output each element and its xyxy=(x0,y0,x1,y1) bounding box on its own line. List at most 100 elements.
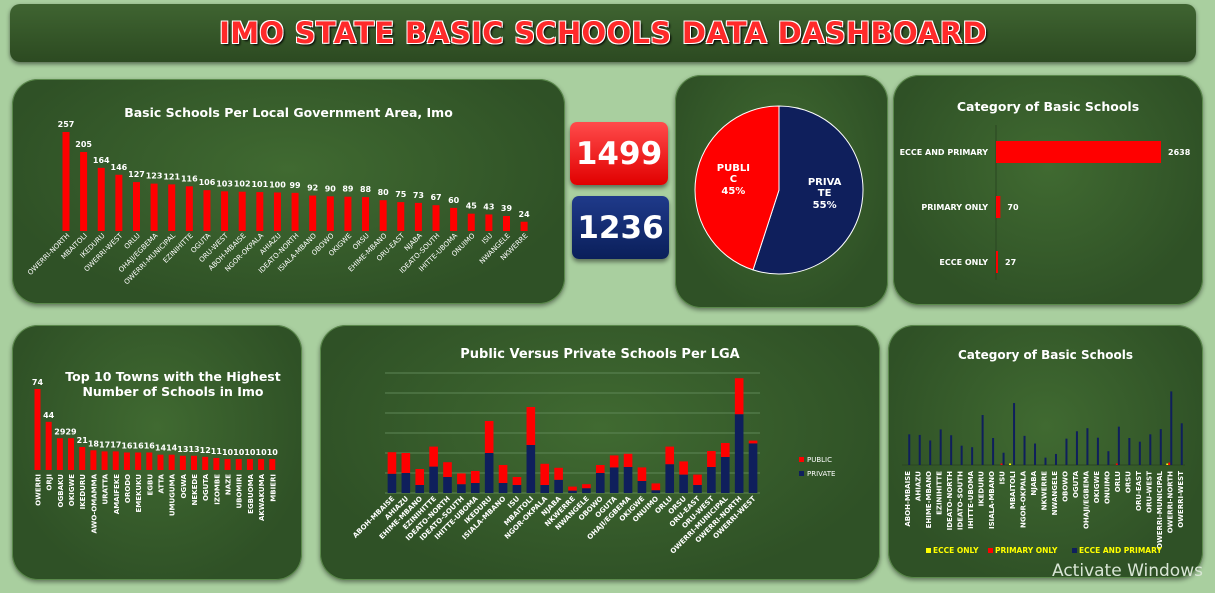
town-category-label: URATTA xyxy=(102,473,110,504)
category-chart-panel: Category of Basic Schools ECCE AND PRIMA… xyxy=(893,75,1203,305)
lga-bar xyxy=(450,207,458,231)
lga-bar-value: 89 xyxy=(342,185,354,194)
lga-bar-value: 121 xyxy=(163,172,180,181)
lga-category-label: IDEATO-NORTH xyxy=(946,471,954,530)
lga-bar-value: 101 xyxy=(251,180,268,189)
pie-slice-label: TE xyxy=(818,188,832,199)
town-bar xyxy=(45,421,52,470)
dashboard-banner: IMO STATE BASIC SCHOOLS DATA DASHBOARD xyxy=(10,4,1196,62)
lga-category-label: ORSU xyxy=(1124,471,1132,493)
lga-bar-value: 103 xyxy=(216,179,233,188)
town-bar xyxy=(246,459,253,470)
lga-category-label: OGUTA xyxy=(1072,470,1080,498)
town-category-label: ATTA xyxy=(157,473,165,493)
category-lga-bar xyxy=(1138,441,1141,465)
private-bar-segment xyxy=(512,485,522,493)
private-bar-segment xyxy=(637,481,647,493)
town-category-label: AMAIFEKE xyxy=(113,474,121,514)
lga-category-label: ISU xyxy=(999,471,1007,485)
public-bar-segment xyxy=(693,474,702,485)
public-bar-segment xyxy=(554,467,563,480)
public-bar-segment xyxy=(526,407,536,445)
lga-bar-value: 164 xyxy=(93,156,110,165)
lga-bar xyxy=(414,202,422,231)
category-lga-bar xyxy=(1013,403,1016,465)
lga-bar-value: 106 xyxy=(199,178,216,187)
legend-swatch xyxy=(988,548,993,553)
town-category-label: ORODO xyxy=(124,474,132,503)
category-lga-bar xyxy=(1000,463,1003,465)
private-bar-segment xyxy=(707,467,716,493)
town-bar xyxy=(157,454,164,470)
town-category-label: IKEDURU xyxy=(79,474,87,510)
lga-category-label: NJABA xyxy=(1030,470,1038,495)
lga-category-label: IDEATO-SOUTH xyxy=(957,471,965,530)
pie-slice-private xyxy=(752,105,864,275)
lga-bar-chart: 257OWERRI-NORTH205MBAITOLI164IKEDURU146O… xyxy=(26,120,531,286)
town-bar-value: 16 xyxy=(121,441,133,450)
town-bar-value: 10 xyxy=(256,448,268,457)
town-bar xyxy=(112,451,119,470)
public-bar-segment xyxy=(734,378,744,415)
lga-category-label: ORU-EAST xyxy=(1135,471,1143,511)
pie-slice-public xyxy=(694,105,780,271)
town-category-label: EGBUOMA xyxy=(247,473,255,513)
town-bar-value: 16 xyxy=(144,441,156,450)
town-bar xyxy=(90,450,97,470)
category-value: 27 xyxy=(1005,258,1016,267)
town-bar-value: 12 xyxy=(200,446,211,455)
category-lga-bar xyxy=(981,415,984,465)
lga-category-label: OWERRI-MUNICIPAL xyxy=(1156,470,1164,549)
lga-bar-value: 43 xyxy=(483,202,494,211)
category-lga-title: Category of Basic Schools xyxy=(957,348,1133,362)
town-bar-value: 10 xyxy=(233,448,245,457)
public-bar-segment xyxy=(609,455,619,468)
lga-category-label: IHITTE-UBOMA xyxy=(967,470,975,528)
category-lga-bar xyxy=(1065,438,1068,465)
lga-bar xyxy=(62,132,70,231)
lga-category-label: ORU-WEST xyxy=(1145,471,1153,513)
lga-bar xyxy=(467,213,475,231)
category-lga-bar xyxy=(971,447,974,465)
public-bar-segment xyxy=(512,477,522,485)
category-lga-bar xyxy=(950,435,953,465)
town-category-label: OGWA xyxy=(180,473,188,498)
town-bar xyxy=(79,447,86,470)
lga-category-label: OBOWO xyxy=(1061,471,1069,502)
private-bar-segment xyxy=(470,483,480,493)
category-lga-bar xyxy=(1002,452,1005,465)
town-category-label: EMEKUKU xyxy=(135,474,143,513)
lga-bar-value: 24 xyxy=(519,210,531,219)
lga-bar-value: 116 xyxy=(181,174,198,183)
windows-activation-watermark: Activate Windows xyxy=(1052,561,1203,581)
private-bar-segment xyxy=(679,474,688,493)
category-lga-bar xyxy=(929,440,932,465)
town-bar xyxy=(68,438,75,470)
category-lga-bar xyxy=(1149,434,1152,465)
lga-bar-value: 80 xyxy=(378,188,390,197)
town-category-label: NAZE xyxy=(225,474,233,495)
town-bar xyxy=(235,459,242,470)
private-bar-segment xyxy=(595,473,605,493)
public-bar-segment xyxy=(637,467,647,481)
category-lga-bar xyxy=(939,429,942,465)
lga-category-label: EZINIHITTE xyxy=(936,471,944,515)
category-lga-bar xyxy=(1054,453,1057,465)
town-bar-value: 17 xyxy=(99,440,110,449)
towns-bar-chart: 74 OWERRI 44 ORJI 29 OGBAKU 29 OKIGWE 21 IKEDURU 1… xyxy=(32,378,278,534)
private-bar-segment xyxy=(457,484,466,493)
public-bar-segment xyxy=(387,452,397,474)
lga-bar xyxy=(168,184,176,231)
private-bar-segment xyxy=(623,467,633,493)
dashboard-title: IMO STATE BASIC SCHOOLS DATA DASHBOARD xyxy=(219,16,987,50)
town-bar xyxy=(168,454,175,470)
category-lga-bar xyxy=(960,445,963,465)
private-bar-segment xyxy=(540,485,550,493)
private-bar-segment xyxy=(415,485,425,493)
lga-chart-title: Basic Schools Per Local Government Area,… xyxy=(124,105,453,120)
town-bar xyxy=(56,438,63,470)
category-label: ECCE ONLY xyxy=(939,258,988,267)
category-lga-bar xyxy=(1180,423,1183,465)
lga-bar-value: 39 xyxy=(501,204,513,213)
lga-category-label: ONUIMO xyxy=(1103,471,1111,504)
